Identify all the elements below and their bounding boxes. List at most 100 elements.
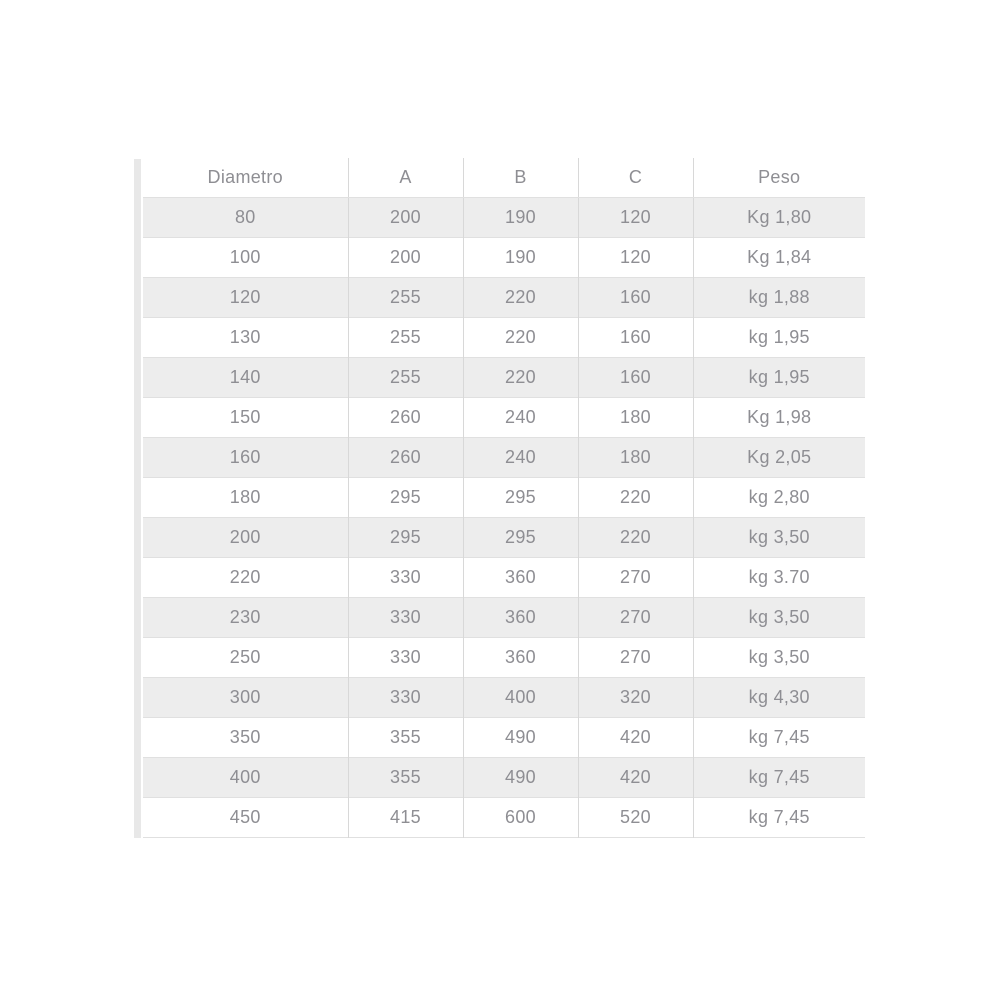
cell-peso: kg 4,30 (692, 677, 865, 718)
cell-peso: Kg 1,98 (692, 397, 865, 438)
cell-c: 160 (577, 317, 693, 358)
cell-a: 260 (347, 397, 463, 438)
cell-b: 240 (462, 437, 578, 478)
cell-diametro: 180 (143, 477, 348, 518)
cell-peso: kg 3,50 (692, 597, 865, 638)
table-row: 120 255 220 160 kg 1,88 (143, 277, 865, 318)
cell-c: 160 (577, 277, 693, 318)
cell-a: 330 (347, 637, 463, 678)
cell-a: 200 (347, 237, 463, 278)
cell-diametro: 400 (143, 757, 348, 798)
cell-c: 120 (577, 197, 693, 238)
cell-diametro: 200 (143, 517, 348, 558)
cell-peso: kg 2,80 (692, 477, 865, 518)
cell-peso: kg 3,50 (692, 637, 865, 678)
table-row: 130 255 220 160 kg 1,95 (143, 317, 865, 358)
cell-c: 160 (577, 357, 693, 398)
cell-diametro: 230 (143, 597, 348, 638)
table-row: 100 200 190 120 Kg 1,84 (143, 237, 865, 278)
cell-peso: kg 3.70 (692, 557, 865, 598)
dimensions-weight-table: Diametro A B C Peso 80 200 190 120 Kg 1,80 100 200… (143, 158, 865, 838)
table-row: 200 295 295 220 kg 3,50 (143, 517, 865, 558)
cell-a: 415 (347, 797, 463, 838)
cell-peso: kg 3,50 (692, 517, 865, 558)
cell-diametro: 80 (143, 197, 348, 238)
cell-peso: kg 7,45 (692, 797, 865, 838)
cell-diametro: 120 (143, 277, 348, 318)
cell-c: 120 (577, 237, 693, 278)
cell-c: 220 (577, 477, 693, 518)
table-row: 150 260 240 180 Kg 1,98 (143, 397, 865, 438)
cell-b: 220 (462, 357, 578, 398)
cell-peso: Kg 2,05 (692, 437, 865, 478)
cell-peso: Kg 1,84 (692, 237, 865, 278)
spec-table-container: Diametro A B C Peso 80 200 190 120 Kg 1,80 100 200… (143, 158, 865, 838)
cell-a: 355 (347, 717, 463, 758)
column-header-b: B (462, 158, 578, 198)
cell-diametro: 220 (143, 557, 348, 598)
cell-b: 360 (462, 597, 578, 638)
column-header-a: A (347, 158, 463, 198)
cell-c: 320 (577, 677, 693, 718)
cell-c: 180 (577, 397, 693, 438)
table-row: 450 415 600 520 kg 7,45 (143, 797, 865, 838)
table-header: Diametro A B C Peso (143, 158, 865, 198)
cell-peso: kg 1,95 (692, 357, 865, 398)
cell-b: 220 (462, 317, 578, 358)
cell-b: 220 (462, 277, 578, 318)
cell-b: 360 (462, 637, 578, 678)
column-header-c: C (577, 158, 693, 198)
cell-c: 420 (577, 757, 693, 798)
table-row: 140 255 220 160 kg 1,95 (143, 357, 865, 398)
cell-b: 600 (462, 797, 578, 838)
cell-c: 270 (577, 557, 693, 598)
cell-b: 490 (462, 757, 578, 798)
cell-b: 360 (462, 557, 578, 598)
cell-peso: kg 1,88 (692, 277, 865, 318)
cell-b: 400 (462, 677, 578, 718)
cell-c: 220 (577, 517, 693, 558)
table-row: 80 200 190 120 Kg 1,80 (143, 197, 865, 238)
cell-a: 295 (347, 477, 463, 518)
cell-a: 330 (347, 557, 463, 598)
table-header-row: Diametro A B C Peso (143, 158, 865, 198)
cell-b: 295 (462, 477, 578, 518)
cell-a: 200 (347, 197, 463, 238)
cell-diametro: 300 (143, 677, 348, 718)
cell-a: 260 (347, 437, 463, 478)
table-body: 80 200 190 120 Kg 1,80 100 200 190 120 Kg 1,84 120… (143, 197, 865, 838)
cell-a: 255 (347, 317, 463, 358)
cell-c: 520 (577, 797, 693, 838)
cell-b: 490 (462, 717, 578, 758)
cell-c: 180 (577, 437, 693, 478)
cell-diametro: 150 (143, 397, 348, 438)
cell-b: 190 (462, 197, 578, 238)
cell-a: 255 (347, 277, 463, 318)
cell-c: 420 (577, 717, 693, 758)
cell-b: 240 (462, 397, 578, 438)
table-row: 300 330 400 320 kg 4,30 (143, 677, 865, 718)
cell-diametro: 250 (143, 637, 348, 678)
cell-a: 295 (347, 517, 463, 558)
table-row: 180 295 295 220 kg 2,80 (143, 477, 865, 518)
cell-c: 270 (577, 637, 693, 678)
left-edge-strip (134, 159, 141, 838)
column-header-peso: Peso (692, 158, 865, 198)
cell-diametro: 140 (143, 357, 348, 398)
table-row: 220 330 360 270 kg 3.70 (143, 557, 865, 598)
cell-b: 190 (462, 237, 578, 278)
table-row: 230 330 360 270 kg 3,50 (143, 597, 865, 638)
cell-a: 355 (347, 757, 463, 798)
cell-diametro: 350 (143, 717, 348, 758)
cell-diametro: 130 (143, 317, 348, 358)
cell-peso: kg 1,95 (692, 317, 865, 358)
cell-a: 330 (347, 597, 463, 638)
cell-diametro: 160 (143, 437, 348, 478)
cell-peso: kg 7,45 (692, 757, 865, 798)
cell-b: 295 (462, 517, 578, 558)
table-row: 250 330 360 270 kg 3,50 (143, 637, 865, 678)
cell-c: 270 (577, 597, 693, 638)
table-row: 400 355 490 420 kg 7,45 (143, 757, 865, 798)
cell-diametro: 100 (143, 237, 348, 278)
